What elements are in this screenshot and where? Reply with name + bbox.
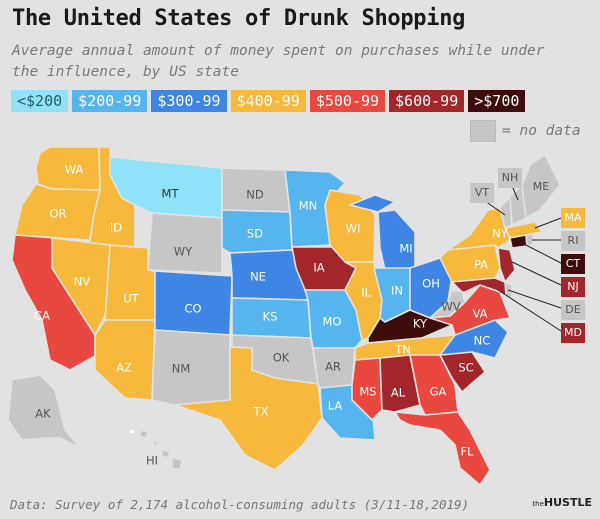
state-label: WV [441,300,460,314]
state-callout: NH [498,168,522,188]
hawaii-islet [130,430,134,433]
state-label: WY [174,245,193,259]
no-data-swatch [470,120,496,142]
state-label: CA [34,309,50,323]
state-label: VA [473,307,488,321]
state-label: WI [346,222,361,236]
state-label: IA [313,261,324,275]
no-data-label: = no data [502,123,581,139]
brand-logo: theHUSTLE [532,496,592,509]
legend-chip: >$700 [468,90,526,112]
brand-prefix: the [532,500,544,508]
state-label: SD [247,227,263,241]
state-label: MS [359,385,376,399]
state-al [379,354,421,413]
map-subtitle: Average annual amount of money spent on … [12,43,545,80]
state-label: PA [474,258,488,272]
state-label: SC [458,361,473,375]
state-label: AL [391,386,406,400]
state-callout: MD [561,323,585,343]
state-label: HI [146,454,158,468]
state-ak [7,374,81,449]
state-label: TX [253,405,269,419]
state-label: LA [328,399,343,413]
state-fl [394,411,491,486]
state-label: AZ [116,361,132,375]
state-callout: VT [470,183,494,203]
state-label: UT [123,292,139,306]
state-label: AR [325,360,341,374]
state-label: NM [172,362,191,376]
state-ri [525,233,534,247]
state-callout: RI [561,231,585,251]
state-label: OK [273,351,290,365]
state-label: GA [430,385,447,399]
legend-chip: $200-99 [72,90,148,112]
state-label: NV [74,275,91,289]
state-label: KY [413,317,428,331]
state-nm [151,329,231,406]
state-md [451,277,507,297]
state-hi [139,429,183,471]
state-label: IN [391,284,403,298]
state-nj [497,247,516,283]
leader-line-de [507,289,562,309]
state-label: MT [162,187,180,201]
state-label: MO [323,315,342,329]
state-label: AK [35,407,51,421]
leader-line-ma [534,217,562,229]
state-ma [504,221,543,239]
state-callout: DE [561,300,585,320]
state-label: NC [474,334,491,348]
no-data-legend: = no data [470,120,581,142]
state-callout: CT [561,254,585,274]
state-nv [51,237,111,336]
map-title: The United States of Drunk Shopping [12,6,466,31]
color-legend: <$200 $200-99 $300-99 $400-99 $500-99 $6… [11,90,526,112]
state-callout: MA [561,208,585,228]
legend-chip: $400-99 [230,90,306,112]
leader-line-nj [511,261,562,286]
leader-line-md [497,289,562,332]
source-footnote: Data: Survey of 2,174 alcohol-consuming … [10,497,470,512]
state-tx [174,346,323,471]
state-label: OR [49,207,66,221]
legend-chip: $500-99 [309,90,386,112]
legend-chip: <$200 [11,90,69,112]
leader-line-ct [519,241,562,264]
brand-name: HUSTLE [543,496,592,509]
state-ct [509,234,528,249]
state-label: IL [361,286,371,300]
legend-chip: $300-99 [151,90,227,112]
state-callout: ME [532,180,550,193]
legend-chip: $600-99 [389,90,465,112]
state-me [521,154,561,219]
state-label: FL [460,445,474,459]
state-label: KS [263,310,278,324]
state-label: WA [65,163,84,177]
state-label: OH [422,277,440,291]
state-label: ND [246,188,264,202]
state-label: MI [399,242,412,256]
state-label: NE [250,270,266,284]
state-wy [147,212,223,274]
state-callout: NJ [561,277,585,297]
state-ut [104,244,156,321]
state-label: NY [492,227,509,241]
state-label: ID [110,221,122,235]
state-label: TN [394,343,411,357]
state-label: CO [184,302,201,316]
state-label: MN [299,199,318,213]
